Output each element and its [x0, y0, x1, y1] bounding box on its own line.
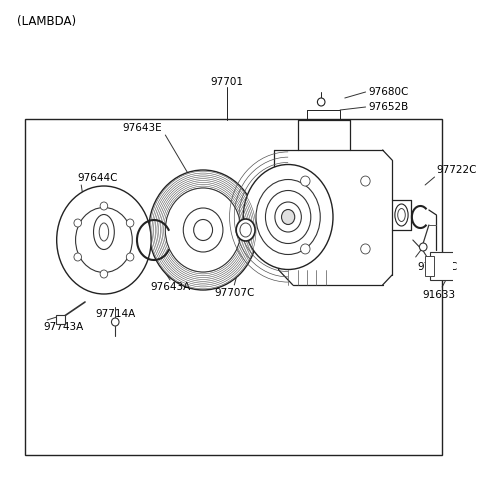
Ellipse shape [94, 214, 114, 249]
Text: 97722C: 97722C [436, 165, 477, 175]
Bar [425, 256, 433, 276]
Ellipse shape [75, 207, 132, 273]
Ellipse shape [281, 209, 295, 225]
Circle shape [360, 176, 370, 186]
Circle shape [74, 253, 82, 261]
Ellipse shape [268, 204, 280, 230]
Ellipse shape [395, 204, 408, 226]
Ellipse shape [256, 180, 320, 254]
Ellipse shape [236, 219, 255, 241]
Circle shape [100, 202, 108, 210]
Ellipse shape [275, 202, 301, 232]
Text: 97680C: 97680C [418, 262, 458, 272]
Bar [25, 119, 442, 455]
Text: 91633: 91633 [423, 290, 456, 300]
Text: 97707C: 97707C [214, 288, 254, 298]
Ellipse shape [240, 223, 252, 237]
Circle shape [420, 243, 427, 251]
Ellipse shape [193, 219, 213, 241]
Circle shape [100, 270, 108, 278]
Circle shape [300, 176, 310, 186]
Circle shape [126, 219, 134, 227]
Text: 97701: 97701 [210, 77, 243, 87]
Ellipse shape [99, 223, 108, 241]
Text: 97743A: 97743A [44, 322, 84, 332]
Bar [430, 252, 469, 280]
Text: 97680C: 97680C [369, 87, 409, 97]
Circle shape [300, 244, 310, 254]
Bar [56, 315, 65, 324]
Text: 97714A: 97714A [95, 309, 135, 319]
Ellipse shape [265, 191, 311, 244]
Ellipse shape [183, 208, 223, 252]
Text: 97644C: 97644C [77, 173, 118, 183]
Circle shape [317, 98, 325, 106]
Ellipse shape [398, 208, 405, 221]
Ellipse shape [149, 170, 257, 290]
Ellipse shape [57, 186, 151, 294]
Text: 97652B: 97652B [369, 102, 408, 112]
Circle shape [126, 253, 134, 261]
Ellipse shape [165, 188, 241, 272]
Circle shape [360, 244, 370, 254]
Circle shape [111, 318, 119, 326]
Ellipse shape [243, 164, 333, 269]
Text: (LAMBDA): (LAMBDA) [17, 15, 76, 28]
Text: 97643E: 97643E [123, 123, 163, 133]
Circle shape [74, 219, 82, 227]
Text: 97643A: 97643A [150, 282, 190, 292]
